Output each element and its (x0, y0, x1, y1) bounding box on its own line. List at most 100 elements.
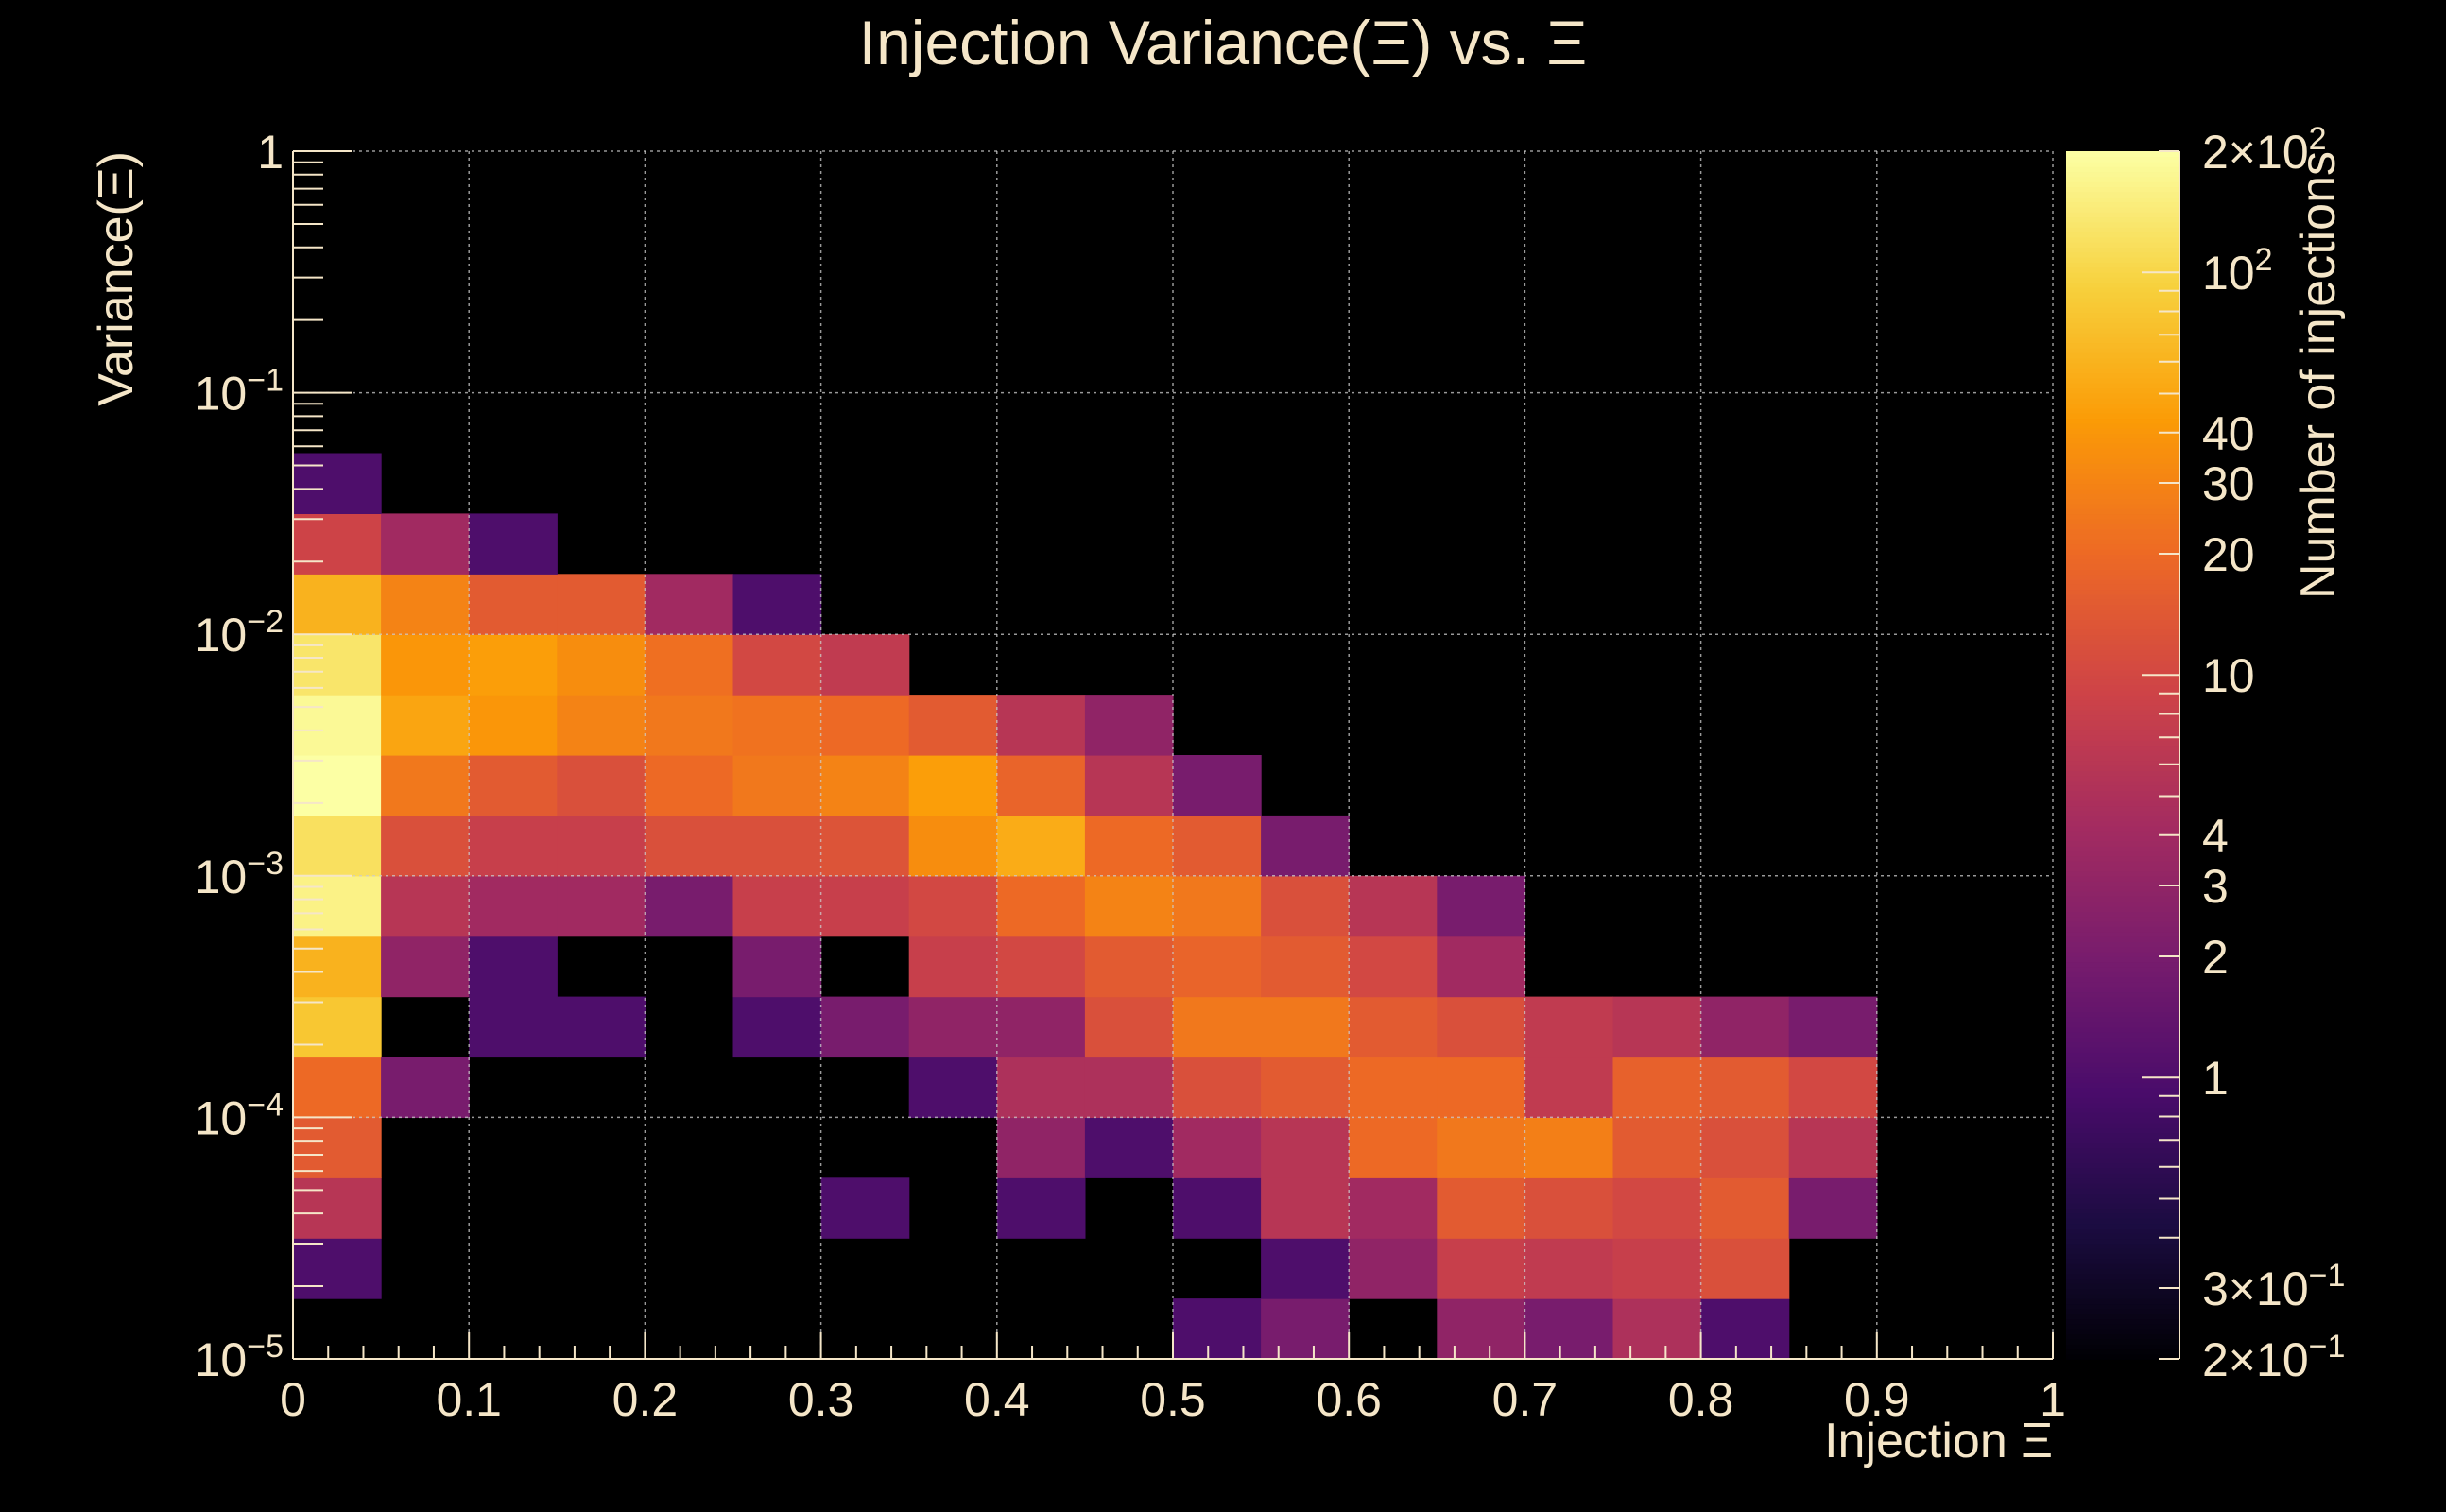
colorbar-segment (2066, 870, 2179, 877)
colorbar-tick-label-base: 3×10 (2202, 1263, 2309, 1315)
x-tick-label: 1 (2040, 1373, 2066, 1426)
colorbar-segment (2066, 256, 2179, 263)
colorbar-segment (2066, 730, 2179, 736)
colorbar-segment (2066, 1217, 2179, 1225)
heatmap-cell (1261, 815, 1350, 877)
colorbar-segment (2066, 342, 2179, 349)
chart-title: Injection Variance(Ξ) vs. Ξ (859, 8, 1588, 77)
heatmap-cell (1084, 875, 1174, 937)
heatmap-cell (1524, 1177, 1614, 1239)
heatmap-cell (1437, 1117, 1525, 1178)
colorbar-segment (2066, 1158, 2179, 1164)
colorbar-segment (2066, 684, 2179, 691)
heatmap-cell (645, 755, 734, 816)
colorbar-segment (2066, 604, 2179, 610)
colorbar-tick-label-exponent: 2 (2255, 242, 2273, 278)
colorbar-segment (2066, 156, 2179, 163)
heatmap-cell (732, 936, 822, 998)
heatmap-cell (1349, 875, 1438, 937)
colorbar-segment (2066, 1223, 2179, 1229)
colorbar-tick-label-base: 30 (2202, 457, 2255, 510)
colorbar-segment (2066, 372, 2179, 379)
colorbar-segment (2066, 1046, 2179, 1053)
colorbar-segment (2066, 911, 2179, 918)
colorbar-segment (2066, 835, 2179, 842)
heatmap-cell (820, 634, 910, 696)
colorbar-segment (2066, 971, 2179, 978)
colorbar-segment (2066, 403, 2179, 409)
colorbar-segment (2066, 211, 2179, 218)
heatmap-cell (557, 996, 646, 1058)
heatmap-cell (469, 936, 558, 998)
colorbar-segment (2066, 1137, 2179, 1143)
heatmap-cell (908, 1057, 998, 1118)
colorbar-tick-label-base: 2 (2202, 931, 2229, 984)
colorbar-segment (2066, 513, 2179, 520)
colorbar-segment (2066, 1298, 2179, 1305)
colorbar-segment (2066, 1026, 2179, 1033)
colorbar-segment (2066, 1333, 2179, 1340)
colorbar-segment (2066, 201, 2179, 208)
colorbar-segment (2066, 433, 2179, 439)
colorbar-segment (2066, 1303, 2179, 1310)
colorbar-segment (2066, 920, 2179, 927)
heatmap-cell (1261, 936, 1350, 998)
heatmap-cell (996, 936, 1086, 998)
colorbar-segment (2066, 191, 2179, 198)
heatmap-cell (820, 815, 910, 877)
heatmap-cell (1700, 996, 1790, 1058)
colorbar-segment (2066, 1353, 2179, 1360)
colorbar-segment (2066, 574, 2179, 580)
colorbar-segment (2066, 745, 2179, 751)
colorbar-segment (2066, 1122, 2179, 1128)
colorbar-segment (2066, 654, 2179, 661)
heatmap-cell (1700, 1057, 1790, 1118)
colorbar-segment (2066, 539, 2179, 545)
colorbar-segment (2066, 221, 2179, 228)
heatmap-cell (381, 815, 470, 877)
colorbar-segment (2066, 1263, 2179, 1269)
colorbar-tick-label: 20 (2202, 528, 2255, 581)
colorbar-tick-label: 2 (2202, 931, 2229, 984)
heatmap-cell (908, 936, 998, 998)
colorbar-segment (2066, 740, 2179, 747)
colorbar-segment (2066, 649, 2179, 656)
colorbar-segment (2066, 639, 2179, 645)
colorbar-segment (2066, 297, 2179, 303)
heatmap-cell (293, 1057, 382, 1118)
colorbar-segment (2066, 830, 2179, 837)
colorbar-segment (2066, 1052, 2179, 1058)
colorbar-segment (2066, 468, 2179, 474)
colorbar-segment (2066, 1097, 2179, 1104)
colorbar-segment (2066, 1127, 2179, 1134)
heatmap-cell (1261, 1117, 1350, 1178)
heatmap-cell (645, 695, 734, 756)
colorbar-segment (2066, 725, 2179, 731)
heatmap-cell (1084, 936, 1174, 998)
colorbar-tick-label-exponent: 2 (2309, 121, 2327, 157)
colorbar-segment (2066, 613, 2179, 621)
colorbar-segment (2066, 719, 2179, 726)
heatmap-cell (1524, 996, 1614, 1058)
colorbar-segment (2066, 1293, 2179, 1299)
heatmap-cell (557, 875, 646, 937)
colorbar-segment (2066, 890, 2179, 897)
colorbar-segment (2066, 493, 2179, 500)
colorbar-segment (2066, 226, 2179, 233)
colorbar-segment (2066, 151, 2179, 158)
heatmap-cell (557, 634, 646, 696)
colorbar-segment (2066, 790, 2179, 797)
colorbar-segment (2066, 327, 2179, 334)
y-tick-label-base: 10 (195, 609, 248, 662)
heatmap-cell (381, 634, 470, 696)
colorbar-segment (2066, 805, 2179, 812)
colorbar-segment (2066, 362, 2179, 369)
heatmap-cell (908, 815, 998, 877)
heatmap-cell (1084, 815, 1174, 877)
colorbar-segment (2066, 397, 2179, 404)
heatmap-cell (293, 755, 382, 816)
colorbar-segment (2066, 765, 2179, 771)
colorbar-segment (2066, 815, 2179, 822)
colorbar-segment (2066, 1268, 2179, 1275)
colorbar-segment (2066, 1061, 2179, 1068)
